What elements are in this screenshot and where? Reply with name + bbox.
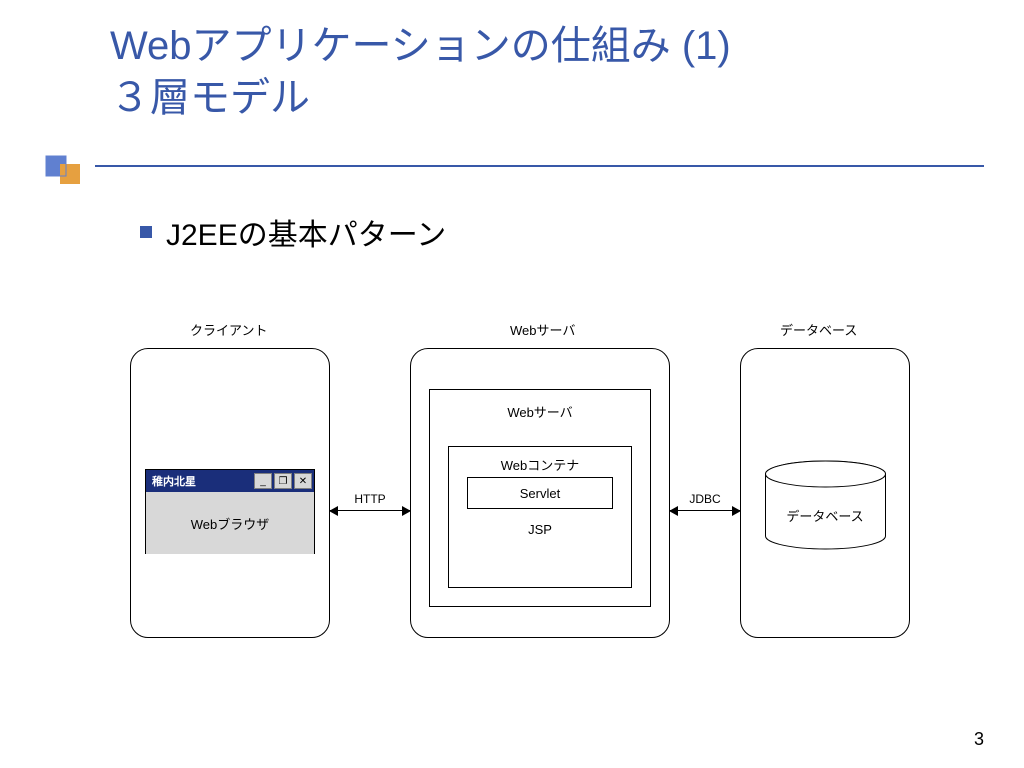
arrow-http: HTTP: [330, 510, 410, 511]
title-rule: [95, 165, 984, 167]
webserver-label: Webサーバ: [507, 402, 572, 421]
webcontainer-label: Webコンテナ: [501, 455, 580, 474]
tier-box-web: Webサーバ Webコンテナ Servlet JSP: [410, 348, 670, 638]
page-number: 3: [974, 729, 984, 750]
maximize-icon: ❐: [274, 473, 292, 489]
jsp-label: JSP: [528, 522, 552, 537]
close-icon: ✕: [294, 473, 312, 489]
slide-title: Webアプリケーションの仕組み (1) ３層モデル: [110, 20, 984, 124]
three-tier-diagram: クライアント Webサーバ データベース 稚内北星 _ ❐ ✕ Webブラウザ …: [130, 320, 910, 670]
tier-label-web: Webサーバ: [510, 320, 575, 339]
bullet-marker-icon: [140, 226, 152, 238]
browser-title: 稚内北星: [152, 473, 196, 489]
database-label: データベース: [786, 506, 863, 525]
arrow-jdbc: JDBC: [670, 510, 740, 511]
slide-title-block: Webアプリケーションの仕組み (1) ３層モデル: [0, 0, 1024, 134]
tier-box-client: 稚内北星 _ ❐ ✕ Webブラウザ: [130, 348, 330, 638]
arrow-label-http: HTTP: [352, 492, 387, 506]
servlet-box: Servlet: [467, 477, 613, 509]
title-decoration-icon: [40, 150, 88, 190]
bullet-text: J2EEの基本パターン: [166, 210, 446, 254]
browser-window: 稚内北星 _ ❐ ✕ Webブラウザ: [145, 469, 315, 554]
tier-label-client: クライアント: [190, 320, 267, 339]
title-line-1: Webアプリケーションの仕組み (1): [110, 24, 731, 68]
servlet-label: Servlet: [520, 486, 560, 501]
title-line-2: ３層モデル: [110, 76, 310, 120]
browser-titlebar: 稚内北星 _ ❐ ✕: [146, 470, 314, 492]
webserver-box: Webサーバ Webコンテナ Servlet JSP: [429, 389, 651, 607]
database-cylinder-icon: [763, 460, 888, 550]
bullet-row: J2EEの基本パターン: [140, 210, 446, 254]
arrow-label-jdbc: JDBC: [687, 492, 722, 506]
window-buttons: _ ❐ ✕: [254, 473, 314, 489]
tier-label-database: データベース: [780, 320, 857, 339]
webcontainer-box: Webコンテナ Servlet JSP: [448, 446, 632, 588]
browser-body-label: Webブラウザ: [146, 492, 314, 554]
minimize-icon: _: [254, 473, 272, 489]
